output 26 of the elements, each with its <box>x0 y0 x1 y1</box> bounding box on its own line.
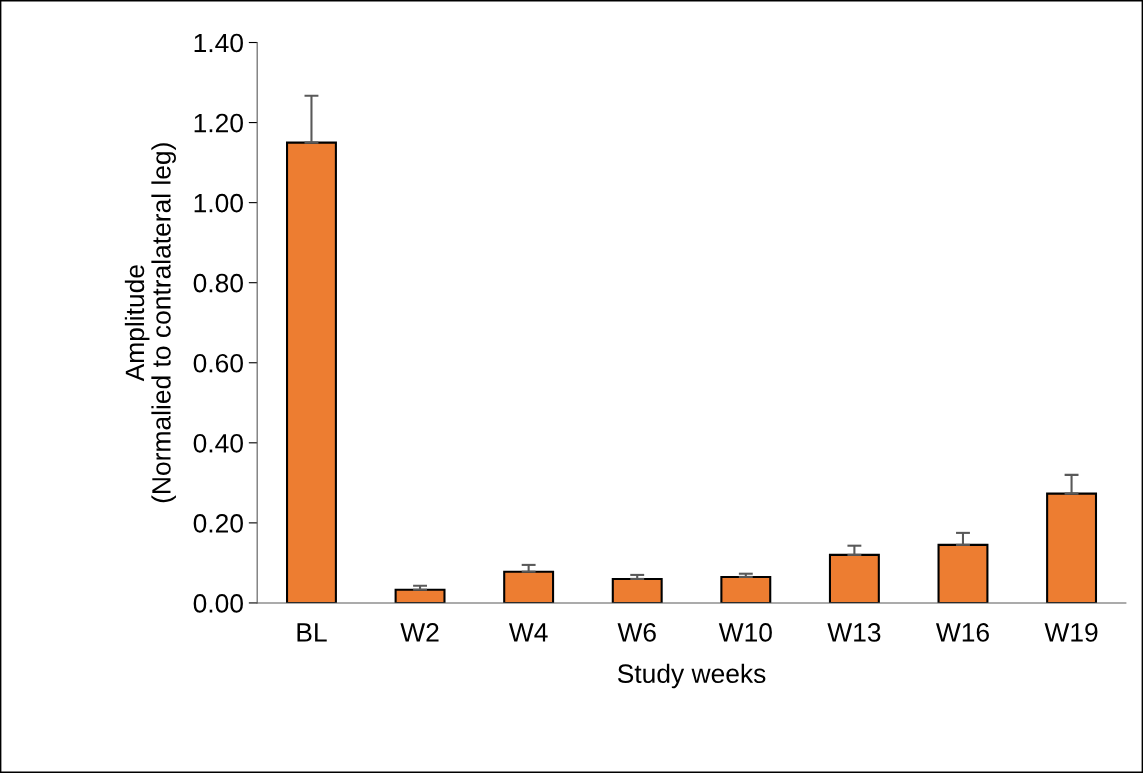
x-tick-label: W10 <box>718 623 772 642</box>
bar <box>503 570 555 603</box>
x-axis-title: Study weeks <box>617 663 766 689</box>
y-tick-label: 0.40 <box>193 433 243 453</box>
bar <box>611 577 663 603</box>
bar <box>937 543 989 603</box>
x-tick-label: W4 <box>508 623 548 642</box>
y-tick-label: 0.00 <box>193 594 243 613</box>
y-tick-label: 0.20 <box>193 514 243 533</box>
y-tick-label: 1.00 <box>194 193 243 213</box>
bar <box>1046 492 1098 603</box>
x-tick-label: W16 <box>935 623 989 642</box>
bar <box>394 588 446 603</box>
bar <box>720 575 772 603</box>
y-tick-label: 1.40 <box>194 33 243 53</box>
x-tick-label: W19 <box>1044 623 1098 642</box>
bar <box>828 553 880 603</box>
x-tick-label: W13 <box>827 623 881 642</box>
y-tick-label: 0.60 <box>193 353 243 373</box>
x-tick-label: W2 <box>400 623 439 642</box>
y-axis-title: Amplitude (Normalied to contralateral leg) <box>124 143 176 503</box>
bar <box>286 141 337 603</box>
x-tick-label: W6 <box>617 623 656 642</box>
y-tick-label: 0.80 <box>193 273 243 293</box>
x-tick-label: BL <box>297 623 327 642</box>
y-tick-label: 1.20 <box>194 113 243 133</box>
